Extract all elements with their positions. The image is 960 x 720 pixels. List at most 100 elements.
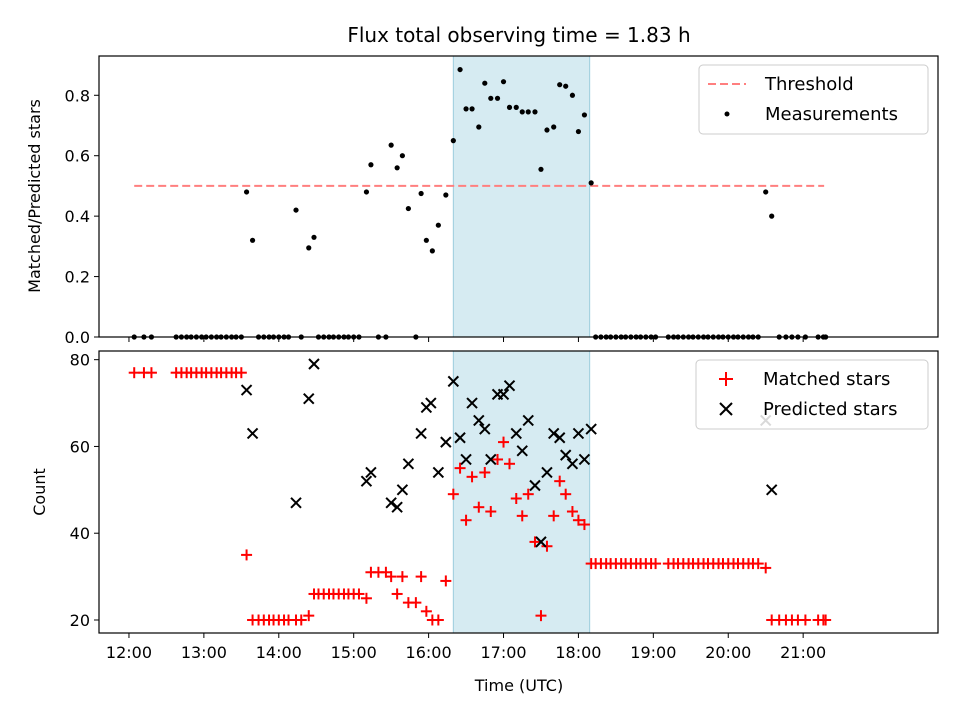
predicted-star-point	[503, 380, 516, 392]
matched-star-point	[145, 367, 157, 379]
bottom-x-tick-label: 12:00	[106, 643, 152, 662]
top-axes-frame	[98, 55, 939, 338]
matched-star-point	[492, 453, 504, 465]
matched-star-point	[420, 605, 432, 617]
measurement-point	[388, 142, 394, 148]
measurement-point	[457, 66, 463, 73]
matched-star-point	[799, 614, 811, 626]
matched-star-point	[432, 614, 444, 626]
measurement-point	[463, 106, 469, 112]
matched-star-point	[303, 610, 315, 622]
predicted-star-point	[466, 397, 478, 409]
predicted-star-point	[548, 427, 560, 440]
bottom-axes-frame	[98, 350, 939, 634]
measurement-point	[557, 82, 563, 88]
predicted-star-point	[246, 427, 259, 440]
predicted-star-point	[308, 358, 320, 370]
matched-star-point	[760, 562, 772, 574]
predicted-star-point	[479, 423, 491, 435]
measurement-point	[532, 109, 538, 115]
measurement-point	[500, 79, 507, 85]
matched-star-point	[415, 571, 427, 583]
matched-star-point	[529, 536, 541, 548]
predicted-star-point	[553, 432, 566, 444]
measurement-point	[368, 162, 374, 168]
predicted-star-point	[402, 458, 415, 470]
predicted-star-point	[290, 497, 302, 509]
measurement-point	[569, 92, 576, 98]
bottom-x-tick-label: 19:00	[630, 643, 676, 662]
matched-star-point	[235, 367, 247, 379]
measurement-point	[249, 237, 256, 243]
predicted-star-point	[360, 475, 373, 487]
measurement-point	[488, 95, 494, 101]
predicted-star-point	[415, 427, 427, 440]
predicted-star-point	[440, 436, 452, 448]
matched-star-point	[440, 575, 452, 587]
top-y-ticks: 0.0 0.2 0.4 0.6 0.8	[65, 86, 99, 347]
matched-star-point	[447, 488, 459, 500]
top-y-tick-label: 0.6	[65, 147, 90, 166]
bottom-legend-box	[695, 359, 929, 430]
top-x-ticks	[128, 337, 804, 342]
top-shaded-region	[452, 55, 591, 338]
predicted-star-point	[559, 449, 572, 461]
measurement-point	[306, 245, 312, 251]
predicted-star-point	[391, 501, 403, 513]
bottom-legend: Matched stars Predicted stars	[695, 359, 929, 430]
legend-measurements-swatch	[724, 111, 730, 117]
matched-star-point	[460, 514, 472, 526]
top-y-tick-label: 0.4	[65, 207, 90, 226]
measurement-point	[450, 138, 456, 144]
bottom-shaded-region	[452, 350, 591, 634]
predicted-star-point	[303, 393, 315, 405]
predicted-star-point	[572, 427, 585, 440]
matched-star-point	[572, 514, 584, 526]
bottom-y-ticks: 20 40 60 80	[70, 351, 99, 630]
matched-star-point	[410, 597, 422, 609]
measurement-point	[363, 189, 370, 195]
measurement-point	[482, 80, 488, 86]
legend-predicted-swatch	[719, 402, 733, 416]
legend-threshold-label: Threshold	[764, 74, 854, 95]
measurement-point	[443, 192, 449, 198]
matched-star-point	[396, 571, 408, 583]
bottom-x-tick-label: 14:00	[256, 643, 302, 662]
matched-star-point	[295, 614, 307, 626]
predicted-star-point	[535, 536, 547, 548]
matched-star-point	[535, 610, 547, 622]
predicted-star-point	[529, 479, 541, 492]
matched-star-point	[391, 588, 403, 600]
matched-star-point	[454, 462, 466, 474]
measurement-point	[563, 83, 569, 89]
measurement-points	[131, 66, 829, 340]
predicted-star-point	[485, 453, 497, 466]
bottom-y-axis-label: Count	[30, 468, 49, 516]
bottom-x-tick-label: 21:00	[780, 643, 826, 662]
measurement-point	[293, 207, 299, 213]
measurement-point	[575, 128, 582, 135]
predicted-star-point	[516, 445, 528, 457]
legend-predicted-label: Predicted stars	[763, 399, 897, 420]
predicted-star-point	[454, 432, 466, 444]
measurement-point	[588, 180, 594, 186]
measurement-point	[469, 106, 475, 112]
matched-star-point	[516, 510, 528, 522]
predicted-star-point	[396, 484, 409, 496]
bottom-x-ticks: 12:00 13:00 14:00 15:00 16:00 17:00 18:00 19:00…	[106, 633, 826, 662]
measurement-point	[423, 237, 429, 243]
top-legend-box	[698, 64, 929, 135]
measurement-point	[476, 124, 482, 130]
matched-star-point	[554, 475, 566, 487]
bottom-y-tick-label: 40	[70, 524, 90, 543]
predicted-star-point	[473, 414, 485, 427]
matched-star-point	[353, 588, 365, 600]
matched-star-point	[473, 501, 485, 513]
measurement-point	[506, 104, 513, 110]
measurement-point	[544, 127, 550, 133]
matched-star-point	[510, 493, 522, 505]
top-y-tick-label: 0.2	[65, 268, 90, 287]
predicted-star-point	[585, 423, 597, 435]
predicted-star-point	[765, 484, 778, 496]
